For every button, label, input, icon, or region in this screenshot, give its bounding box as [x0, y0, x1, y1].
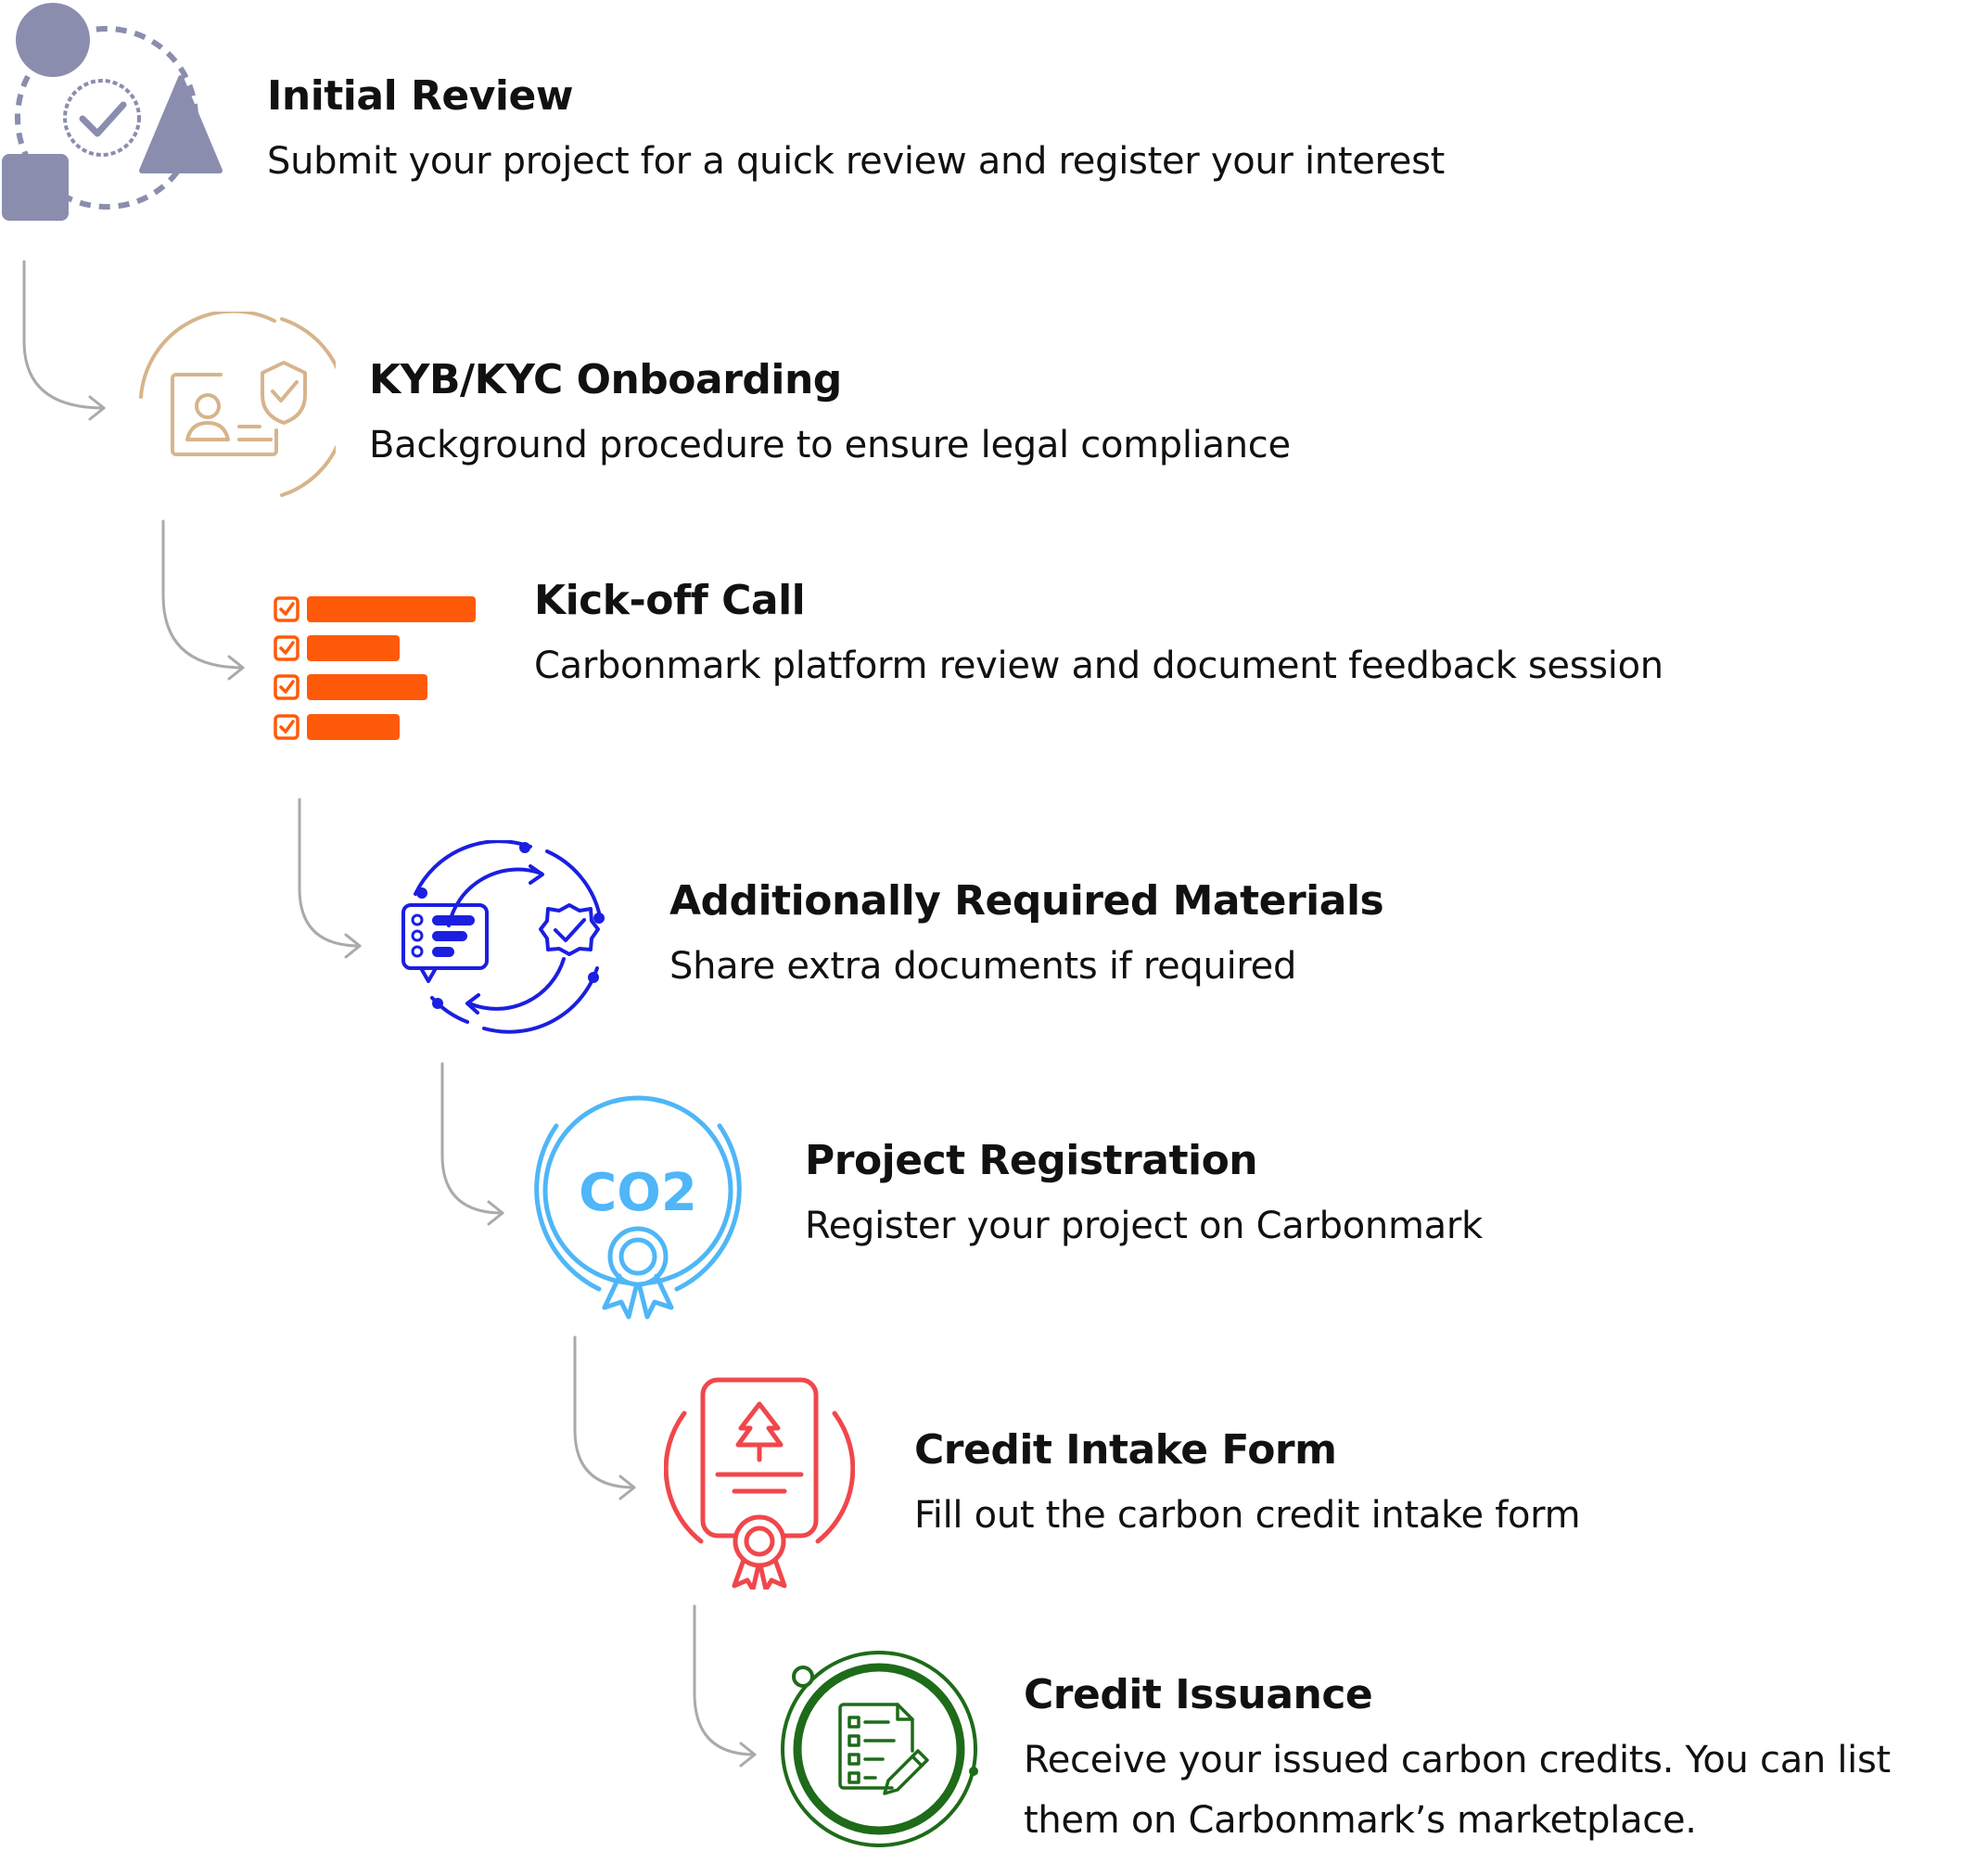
- step-description: Fill out the carbon credit intake form: [914, 1494, 1581, 1537]
- step-title: Additionally Required Materials: [669, 877, 1384, 925]
- connector-arrow-6: [693, 1604, 757, 1768]
- step-title: Credit Intake Form: [914, 1426, 1337, 1474]
- co2-badge-text: CO2: [579, 1163, 697, 1223]
- step-initial-review: Initial Review Submit your project for a…: [267, 70, 1445, 192]
- step-description: Background procedure to ensure legal com…: [369, 424, 1291, 466]
- document-sync-icon: [401, 840, 605, 1034]
- connector-arrow-2: [161, 519, 245, 681]
- co2-badge-icon: CO2: [534, 1095, 742, 1320]
- id-card-shield-icon: [139, 312, 336, 497]
- tree-certificate-icon: [664, 1377, 855, 1589]
- step-description: Submit your project for a quick review a…: [267, 140, 1446, 183]
- step-title: Kick-off Call: [534, 577, 806, 624]
- step-kyb-kyc-onboarding: KYB/KYC Onboarding Background procedure …: [369, 354, 1291, 476]
- step-title: Credit Issuance: [1024, 1671, 1373, 1718]
- step-description: Share extra documents if required: [669, 945, 1297, 988]
- step-credit-issuance: Credit Issuance Receive your issued carb…: [1024, 1669, 1979, 1851]
- step-additionally-required-materials: Additionally Required Materials Share ex…: [669, 875, 1384, 997]
- step-description: Register your project on Carbonmark: [805, 1205, 1483, 1247]
- connector-arrow-1: [22, 260, 106, 421]
- step-kick-off-call: Kick-off Call Carbonmark platform review…: [534, 575, 1749, 696]
- document-edit-icon: [781, 1651, 978, 1847]
- step-description: Receive your issued carbon credits. You …: [1024, 1739, 1891, 1842]
- step-credit-intake-form: Credit Intake Form Fill out the carbon c…: [914, 1424, 1581, 1546]
- step-description: Carbonmark platform review and document …: [534, 645, 1663, 687]
- step-project-registration: Project Registration Register your proje…: [805, 1135, 1483, 1257]
- step-title: Initial Review: [267, 72, 573, 120]
- shapes-review-icon: [2, 3, 223, 221]
- step-title: KYB/KYC Onboarding: [369, 356, 842, 403]
- step-title: Project Registration: [805, 1137, 1258, 1184]
- connector-arrow-4: [440, 1062, 504, 1226]
- checklist-bars-icon: [274, 596, 476, 740]
- connector-arrow-3: [298, 798, 362, 959]
- connector-arrow-5: [573, 1335, 636, 1500]
